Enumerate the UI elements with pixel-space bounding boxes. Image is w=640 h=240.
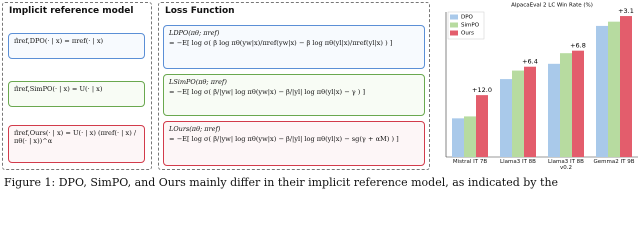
panel-title: Implicit reference model <box>9 6 134 16</box>
loss-formula: = −E[ log σ( β/|yw| log πθ(yw|x) − β/|yl… <box>169 88 366 96</box>
annotation: +12.0 <box>472 86 492 94</box>
bar <box>572 50 584 157</box>
loss-name: LDPO(πθ; πref) <box>169 29 220 37</box>
formula: π̂ref,SimPO(· | x) = U(· | x) <box>14 85 103 93</box>
x-tick-label: Mistral IT 7B <box>452 159 488 165</box>
loss-box: LSimPO(πθ; πref) = −E[ log σ( β/|yw| log… <box>163 74 425 116</box>
bar <box>608 21 620 157</box>
formula-box: π̂ref,DPO(· | x) = πref(· | x) <box>8 33 145 59</box>
bar <box>596 25 608 158</box>
formula-box: π̂ref,Ours(· | x) = U(· | x) (πref(· | x… <box>8 125 145 163</box>
bar <box>560 53 572 157</box>
legend-swatch <box>450 22 458 28</box>
bar <box>512 70 524 157</box>
loss-panel: Loss Function LDPO(πθ; πref) = −E[ log σ… <box>158 2 430 170</box>
formula: π̂ref,DPO(· | x) = πref(· | x) <box>14 37 104 45</box>
page: {"left_panel": {"title": "Implicit refer… <box>0 0 640 189</box>
bar <box>500 79 512 157</box>
x-tick-label: Gemma2 IT 9B <box>593 159 635 165</box>
bar <box>548 63 560 157</box>
loss-name: LOurs(πθ; πref) <box>169 125 221 133</box>
bar <box>464 116 476 157</box>
annotation: +6.4 <box>522 58 538 66</box>
annotation: +3.1 <box>618 7 634 15</box>
bar <box>620 16 632 158</box>
formula: π̂ref,Ours(· | x) = U(· | x) (πref(· | x… <box>14 129 137 146</box>
reference-panel: Implicit reference model π̂ref,DPO(· | x… <box>2 2 152 170</box>
annotation: +6.8 <box>570 42 586 50</box>
legend-swatch <box>450 14 458 20</box>
loss-formula: = −E[ log σ( β log πθ(yw|x)/πref(yw|x) −… <box>169 39 393 47</box>
legend-swatch <box>450 30 458 36</box>
legend-label: DPO <box>461 15 474 21</box>
panel-title: Loss Function <box>165 6 235 16</box>
bar <box>452 118 464 157</box>
loss-name: LSimPO(πθ; πref) <box>169 78 227 86</box>
chart-title: AlpacaEval 2 LC Win Rate (%) <box>511 3 593 9</box>
bar <box>524 66 536 157</box>
bar <box>476 95 488 157</box>
x-tick-label: Llama3 IT 8B <box>500 159 536 165</box>
caption: Figure 1: DPO, SimPO, and Ours mainly di… <box>4 176 559 189</box>
x-tick-label: Llama3 IT 8B v0.2 <box>548 159 584 172</box>
chart: AlpacaEval 2 LC Win Rate (%) +12.0 +6.4 +6… <box>445 3 638 158</box>
formula-box: π̂ref,SimPO(· | x) = U(· | x) <box>8 81 145 107</box>
loss-box: LOurs(πθ; πref) = −E[ log σ( β/|yw| log … <box>163 121 425 166</box>
loss-formula: = −E[ log σ( β/|yw| log πθ(yw|x) − β/|yl… <box>169 135 399 143</box>
loss-box: LDPO(πθ; πref) = −E[ log σ( β log πθ(yw|… <box>163 25 425 69</box>
legend-label: Ours <box>461 31 474 37</box>
legend-label: SimPO <box>461 23 480 29</box>
